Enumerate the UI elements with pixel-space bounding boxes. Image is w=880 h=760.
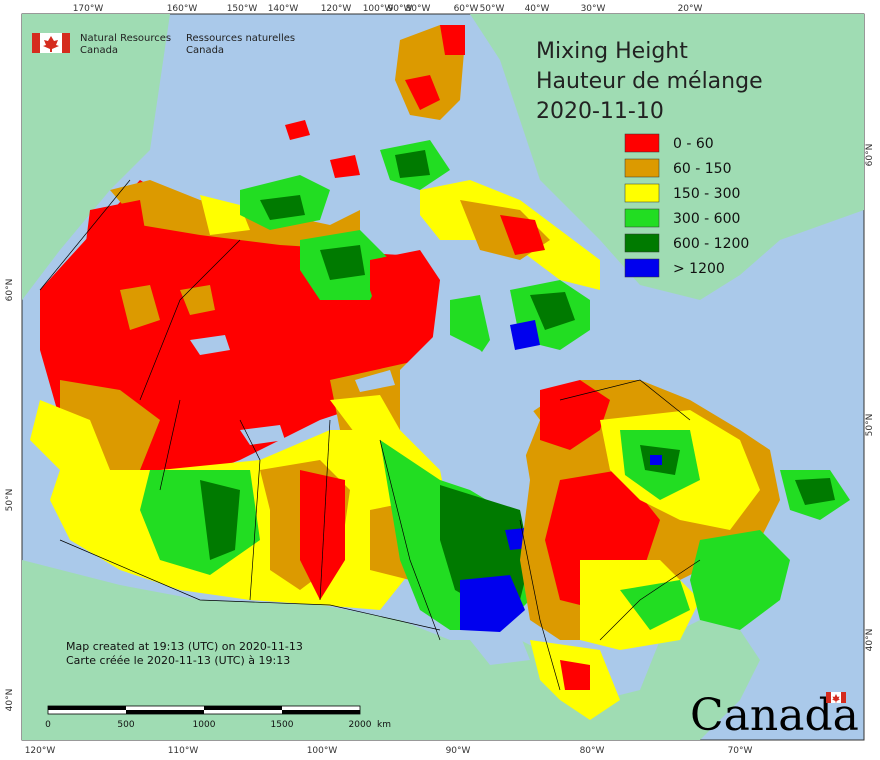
legend-swatch [624,258,660,278]
bottom-tick-label: 100°W [307,746,338,756]
top-tick-label: 60°W [454,4,479,14]
top-tick-label: 140°W [268,4,299,14]
bottom-tick-label: 70°W [728,746,753,756]
scale-segment [282,710,360,714]
nrcan-signature: Natural Resources Canada Ressources natu… [32,33,295,56]
left-tick-label: 40°N [5,689,15,712]
top-tick-label: 120°W [321,4,352,14]
creation-note: Map created at 19:13 (UTC) on 2020-11-13… [66,640,303,667]
map-title: Mixing Height Hauteur de mélange 2020-11… [536,39,763,124]
legend-label-text: > 1200 [673,261,725,277]
map-date: 2020-11-10 [536,99,664,124]
top-longitude-ticks: 170°W 160°W 150°W 140°W 120°W 100°W90°W80°W 60… [73,4,703,14]
top-tick-label: 100°W [363,4,394,14]
top-tick-label: 50°W [480,4,505,14]
flag-bar-left [32,33,40,53]
legend-label-text: 60 - 150 [673,161,732,177]
flag-bar-right [62,33,70,53]
agency-fr-line1: Ressources naturelles [186,33,295,44]
left-latitude-ticks: 60°N 50°N 40°N [5,279,15,712]
top-tick-label: 80°W [406,4,431,14]
bottom-tick-label: 80°W [580,746,605,756]
legend-label-text: 150 - 300 [673,186,740,202]
top-tick-label: 160°W [167,4,198,14]
foreign-land [22,14,864,740]
legend-swatch [624,233,660,253]
bottom-longitude-ticks: 120°W 110°W 100°W 90°W 80°W 70°W [25,746,753,756]
legend: 0 - 60 60 - 150 150 - 300 300 - 600 600 - 12… [624,133,749,278]
title-english: Mixing Height [536,39,688,64]
agency-en-line2: Canada [80,45,118,56]
legend-label-text: 0 - 60 [673,136,714,152]
top-tick-label: 20°W [678,4,703,14]
left-tick-label: 50°N [5,489,15,512]
bottom-tick-label: 120°W [25,746,56,756]
wordmark-maple-leaf-icon [832,694,840,703]
lakes [190,335,530,665]
left-tick-label: 60°N [5,279,15,302]
top-tick-label: 90°W [388,4,413,14]
top-tick-label: 30°W [581,4,606,14]
wordmark-flag-right [841,692,846,703]
scale-label: 500 [117,720,134,730]
scale-label: 1500 [271,720,294,730]
legend-swatch [624,133,660,153]
title-french: Hauteur de mélange [536,69,763,94]
maple-leaf-icon [43,36,59,52]
legend-swatch [624,183,660,203]
legend-label-text: 600 - 1200 [673,236,749,252]
top-tick-label: 170°W [73,4,104,14]
scale-label: 2000 [349,720,372,730]
right-tick-label: 50°N [865,414,875,437]
scale-unit: km [377,720,391,730]
wordmark-flag-left [826,692,831,703]
bottom-tick-label: 90°W [446,746,471,756]
canada-landmass [30,25,850,720]
agency-en-line1: Natural Resources [80,33,171,44]
scale-bar: 0 500 1000 1500 2000 km [45,705,391,730]
bottom-tick-label: 110°W [168,746,199,756]
top-tick-label: 150°W [227,4,258,14]
created-english: Map created at 19:13 (UTC) on 2020-11-13 [66,640,303,653]
right-tick-label: 40°N [865,629,875,652]
provincial-borders [39,179,701,691]
legend-swatch [624,208,660,228]
canada-wordmark: Canada [690,690,859,741]
agency-fr-line2: Canada [186,45,224,56]
scale-segment [126,710,204,714]
legend-swatch [624,158,660,178]
right-tick-label: 60°N [865,144,875,167]
scale-segment [48,706,126,710]
created-french: Carte créée le 2020-11-13 (UTC) à 19:13 [66,654,290,667]
scale-segment [204,706,282,710]
scale-label: 1000 [193,720,216,730]
top-tick-label: 40°W [525,4,550,14]
right-latitude-ticks: 60°N 50°N 40°N [865,144,875,652]
legend-label-text: 300 - 600 [673,211,740,227]
scale-label: 0 [45,720,51,730]
